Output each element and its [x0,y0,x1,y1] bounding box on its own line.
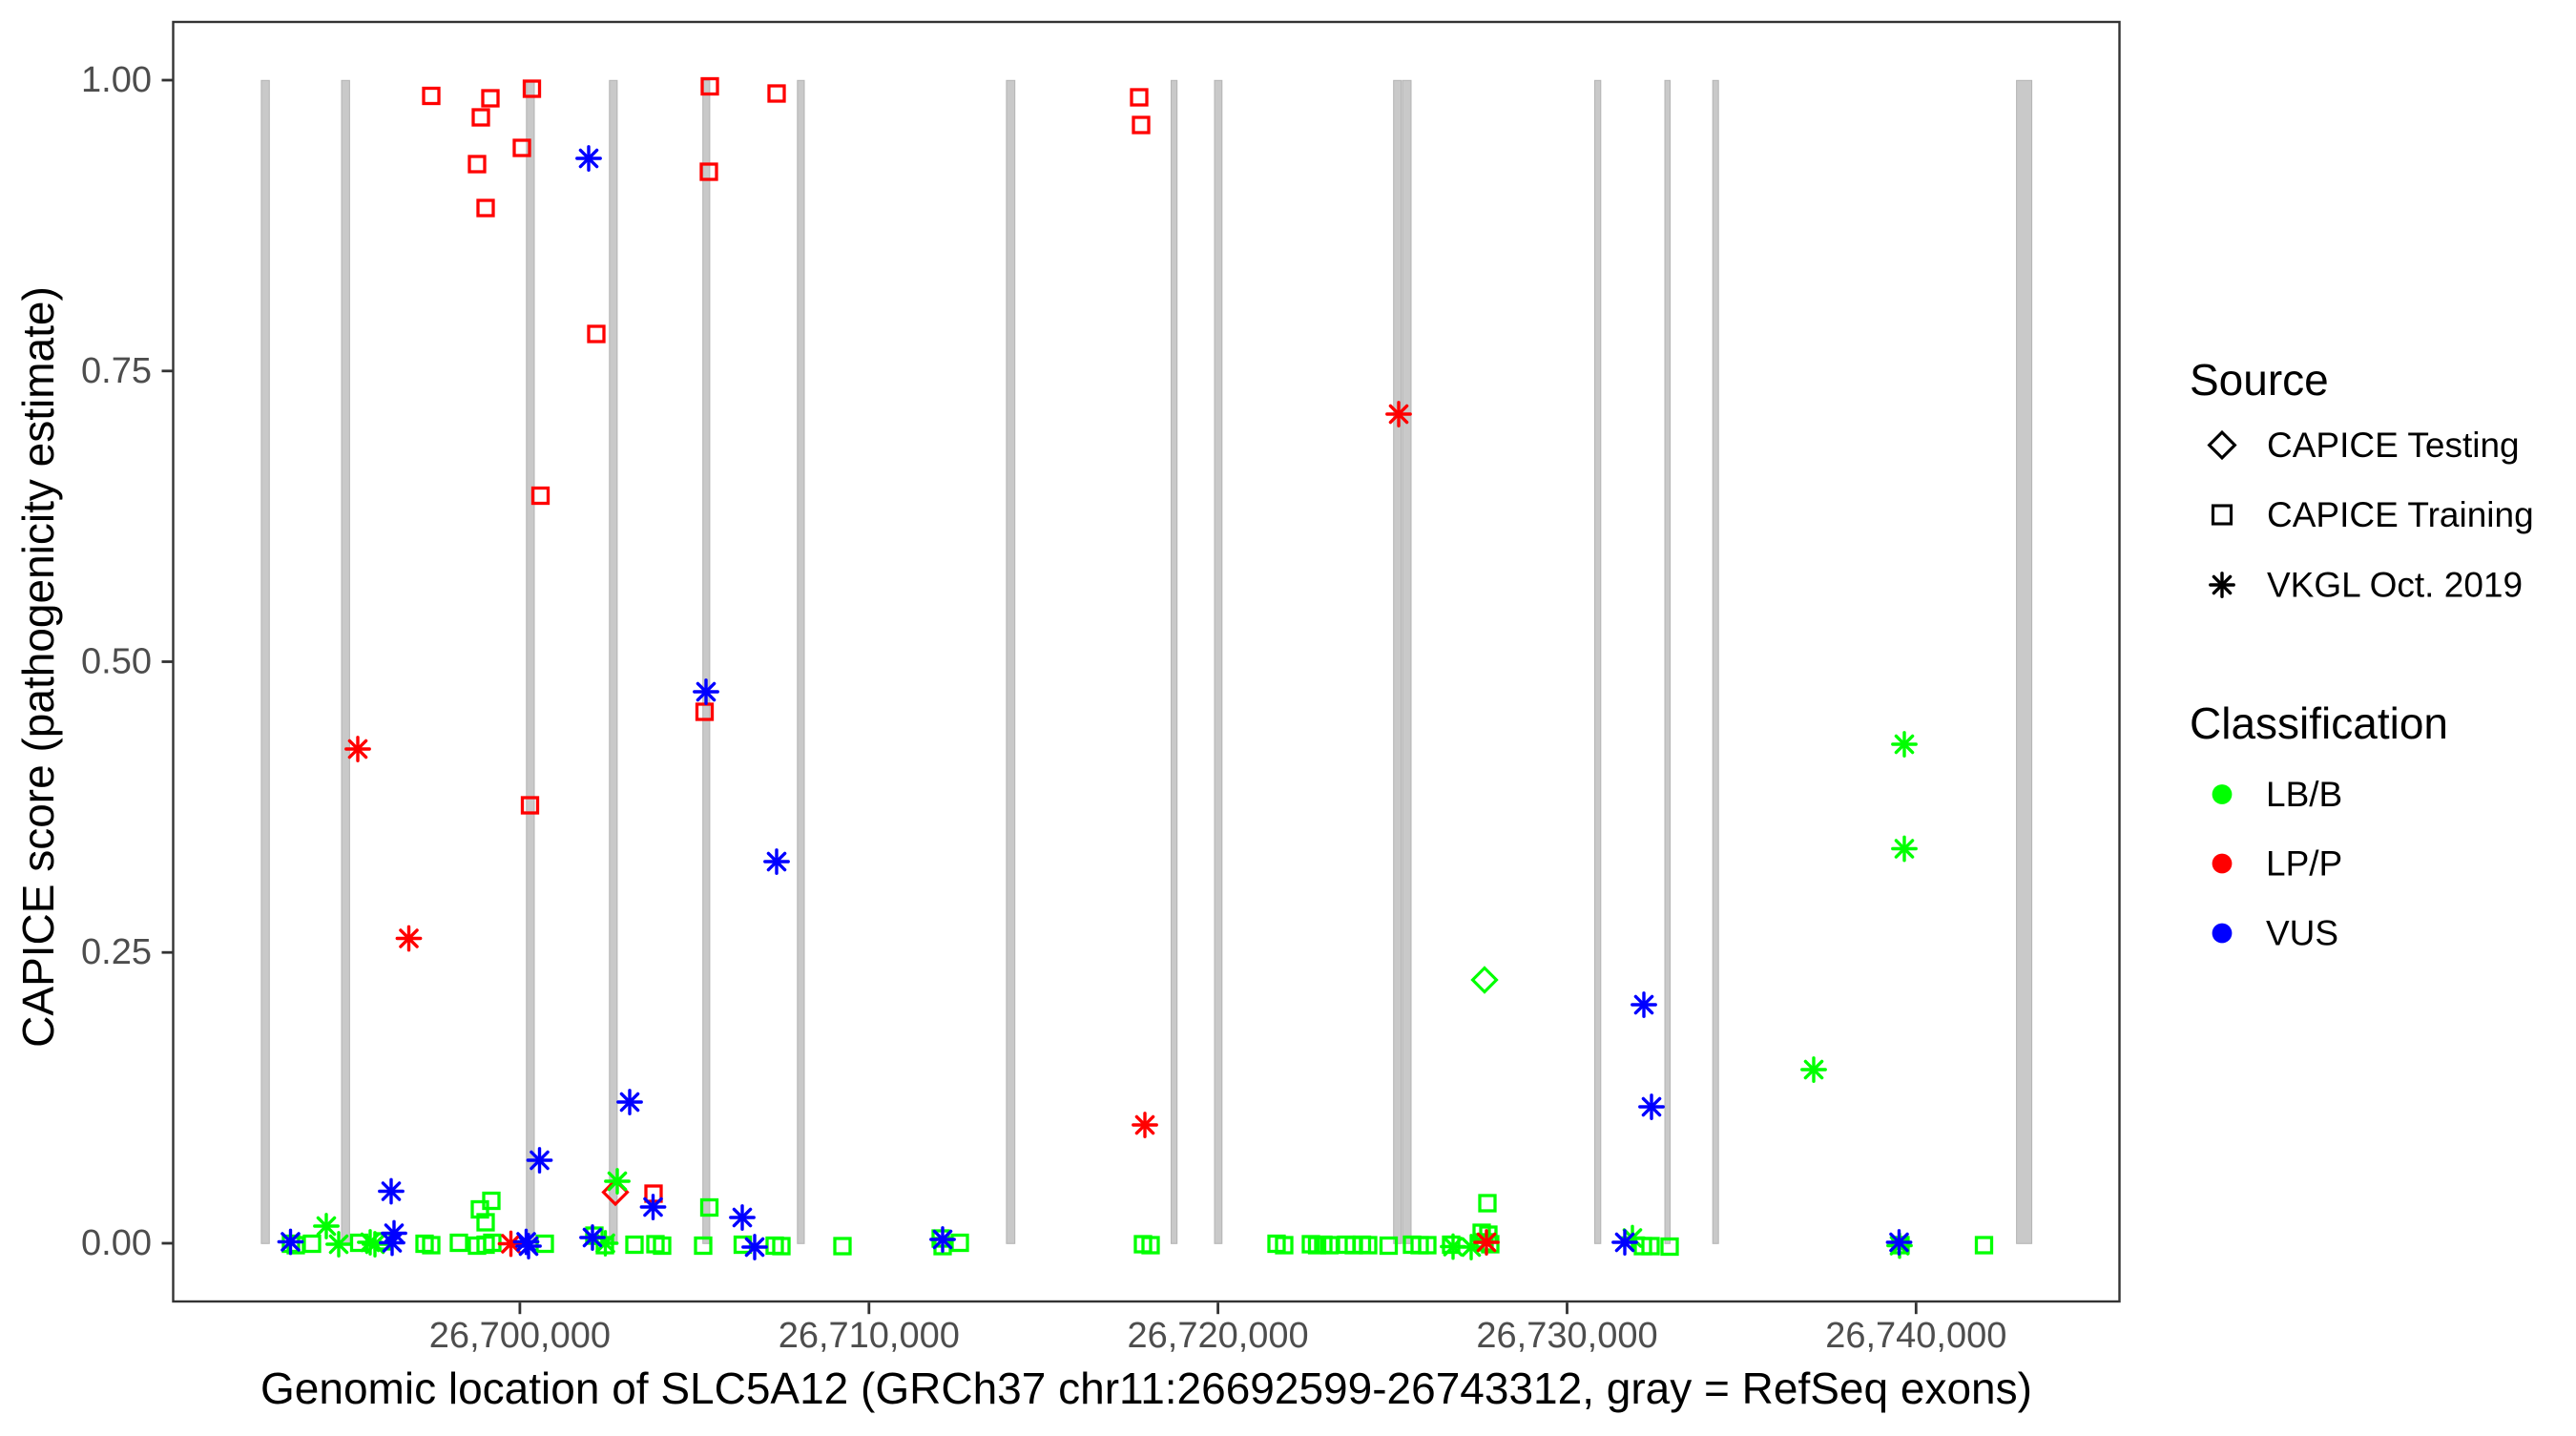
svg-text:VKGL Oct. 2019: VKGL Oct. 2019 [2267,566,2523,605]
svg-text:26,730,000: 26,730,000 [1476,1316,1657,1356]
svg-text:CAPICE Training: CAPICE Training [2267,495,2534,534]
svg-text:LB/B: LB/B [2266,775,2342,814]
svg-text:26,740,000: 26,740,000 [1825,1316,2006,1356]
svg-text:Genomic location of SLC5A12 (G: Genomic location of SLC5A12 (GRCh37 chr1… [260,1363,2032,1413]
svg-text:CAPICE Testing: CAPICE Testing [2267,426,2520,465]
svg-text:1.00: 1.00 [81,60,152,100]
svg-text:VUS: VUS [2266,914,2338,953]
svg-text:CAPICE score (pathogenicity es: CAPICE score (pathogenicity estimate) [13,286,63,1048]
svg-text:0.25: 0.25 [81,932,152,972]
svg-text:26,710,000: 26,710,000 [779,1316,960,1356]
svg-text:0.75: 0.75 [81,351,152,391]
svg-text:LP/P: LP/P [2266,844,2342,884]
svg-text:0.00: 0.00 [81,1223,152,1263]
svg-text:Source: Source [2190,355,2329,405]
svg-text:26,720,000: 26,720,000 [1128,1316,1309,1356]
svg-text:0.50: 0.50 [81,642,152,682]
svg-text:Classification: Classification [2190,698,2448,748]
svg-text:26,700,000: 26,700,000 [429,1316,611,1356]
